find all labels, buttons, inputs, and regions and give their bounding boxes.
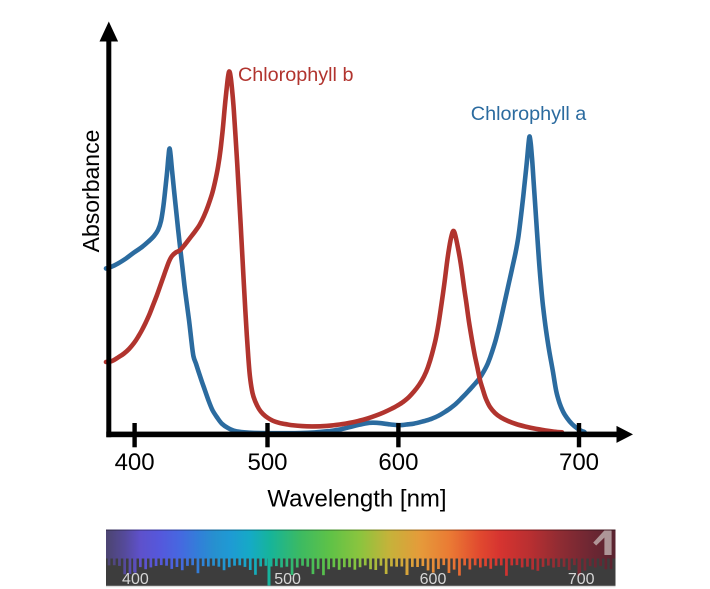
- svg-text:400: 400: [115, 449, 155, 476]
- svg-text:600: 600: [378, 449, 418, 476]
- svg-text:Wavelength [nm]: Wavelength [nm]: [267, 486, 446, 513]
- svg-text:700: 700: [559, 449, 599, 476]
- svg-text:Absorbance: Absorbance: [78, 130, 104, 253]
- svg-text:700: 700: [568, 571, 595, 588]
- svg-text:500: 500: [274, 571, 301, 588]
- svg-text:Chlorophyll a: Chlorophyll a: [471, 103, 586, 125]
- svg-text:400: 400: [122, 571, 149, 588]
- svg-text:600: 600: [420, 571, 447, 588]
- svg-text:Chlorophyll b: Chlorophyll b: [238, 64, 353, 86]
- svg-text:500: 500: [247, 449, 287, 476]
